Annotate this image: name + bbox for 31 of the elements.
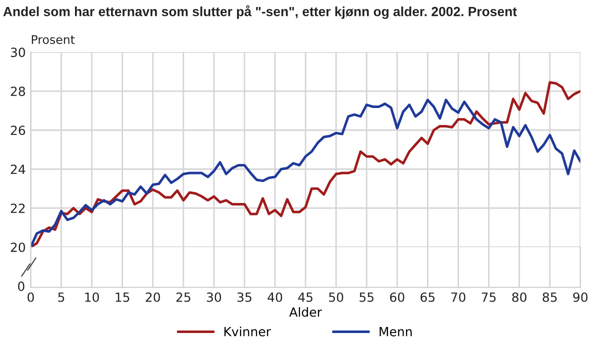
x-axis-title: Alder (289, 307, 322, 317)
x-tick-label: 5 (58, 292, 64, 302)
x-tick-label: 30 (206, 292, 222, 302)
x-tick-label: 85 (542, 292, 557, 302)
y-tick-label: 28 (10, 86, 26, 96)
legend-label: Kvinner (224, 326, 271, 336)
x-tick-label: 60 (390, 292, 404, 302)
x-tick-label: 10 (85, 292, 99, 302)
chart-title: Andel som har etternavn som slutter på "-sen", etter kjønn og alder. 2002. Prosent (3, 5, 517, 19)
x-tick-label: 65 (420, 292, 435, 302)
y-axis-title: Prosent (32, 35, 75, 44)
x-tick-label: 20 (146, 292, 160, 302)
y-tick-label: 26 (10, 126, 26, 136)
text: 0 (18, 282, 24, 292)
x-tick-label: 75 (482, 292, 496, 302)
x-tick-label: 40 (268, 292, 282, 302)
x-tick-label: 0 (28, 292, 34, 302)
x-tick-label: 80 (512, 292, 526, 302)
x-tick-label: 55 (360, 292, 374, 302)
x-tick-label: 90 (573, 292, 588, 302)
x-tick-label: 45 (298, 292, 312, 302)
x-tick-label: 70 (451, 292, 466, 302)
x-tick-label: 50 (329, 292, 344, 302)
y-tick-label: 24 (10, 164, 26, 174)
x-tick-label: 15 (116, 292, 130, 302)
legend-label: Menn (380, 327, 412, 336)
y-tick-label: 30 (10, 48, 26, 58)
x-tick-label: 35 (237, 292, 252, 302)
x-tick-label: 25 (176, 292, 190, 302)
y-tick-label: 20 (10, 242, 26, 252)
y-tick-label: 22 (10, 204, 25, 213)
